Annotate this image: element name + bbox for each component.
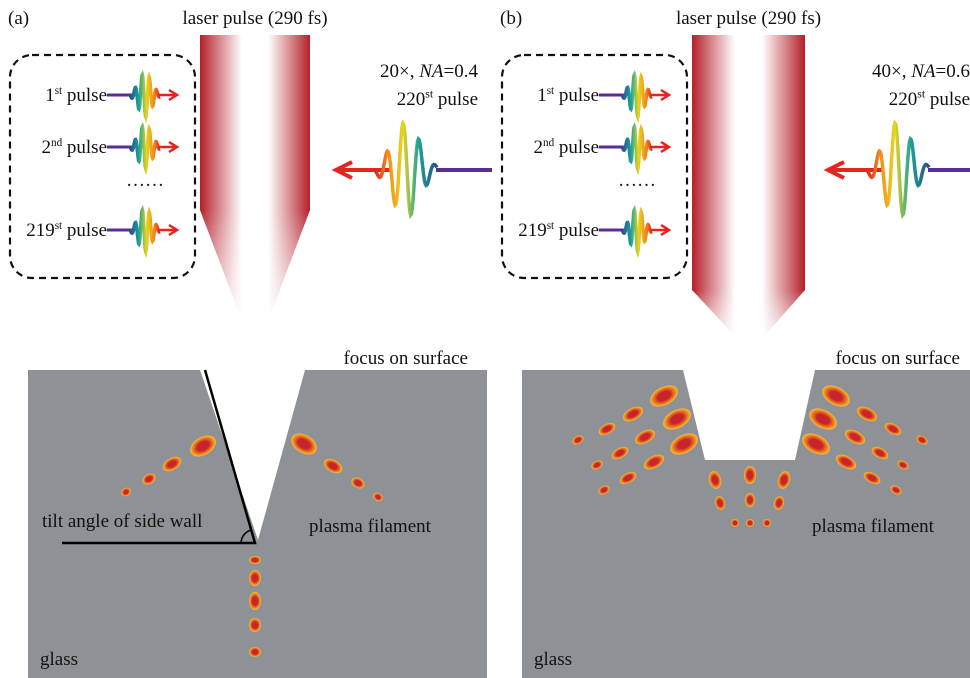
label: 1st pulse	[45, 85, 107, 106]
plasma-spot	[249, 647, 261, 657]
rest: pulse	[62, 220, 107, 241]
pulse-arrow	[158, 90, 177, 100]
label: 219st pulse	[26, 220, 107, 241]
ellipsis: ……	[618, 170, 656, 191]
tilt-label: tilt angle of side wall	[42, 511, 202, 532]
panel: (b) laser pulse (290 fs) 1st pulse 2nd puls…	[500, 8, 970, 678]
sup: nd	[543, 137, 555, 149]
wave	[622, 210, 652, 252]
laser-beam	[692, 35, 805, 290]
num: 219	[518, 220, 547, 241]
wave	[867, 123, 929, 215]
pulse-arrow	[650, 225, 669, 235]
wave	[130, 210, 160, 252]
filament-label: plasma filament	[309, 516, 432, 537]
focus-label: focus on surface	[835, 348, 960, 369]
laser-beam	[200, 35, 310, 210]
diagram: (a)laser pulse (290 fs)1st pulse2nd puls…	[0, 0, 970, 678]
na: NA	[910, 61, 936, 82]
pulse-arrow	[650, 142, 669, 152]
panel-label: (a)	[8, 8, 29, 29]
plasma-spot	[249, 618, 261, 632]
rest: pulse	[554, 220, 599, 241]
focus-label: focus on surface	[343, 348, 468, 369]
na-value: =0.4	[444, 61, 479, 82]
label: 219st pulse	[518, 220, 599, 241]
num: 2	[41, 137, 51, 158]
num: 220	[397, 89, 426, 110]
plasma-spot	[249, 570, 261, 586]
wave	[622, 127, 652, 169]
label: 220st pulse	[397, 87, 478, 110]
na-value: =0.6	[936, 61, 970, 82]
panel-label: (b)	[500, 8, 522, 29]
pulse-arrow	[650, 90, 669, 100]
laser-cone-fade	[692, 290, 805, 352]
num: 1	[537, 85, 547, 106]
plasma-spot	[249, 592, 261, 610]
page: {"panels": [ {"label": "(a)", "laser": "…	[0, 0, 970, 678]
rest: pulse	[62, 137, 107, 158]
laser-cone-fade	[200, 210, 310, 355]
label: 220st pulse	[889, 87, 970, 110]
plasma-spot	[745, 493, 755, 507]
sup: nd	[51, 137, 63, 149]
panel: (a) laser pulse (290 fs) 1st pulse 2nd puls…	[8, 8, 492, 678]
material-label: glass	[40, 649, 78, 670]
rest: pulse	[62, 85, 107, 106]
na: NA	[418, 61, 444, 82]
label: 2nd pulse	[41, 137, 107, 158]
magnification: 20×,	[380, 61, 419, 82]
num: 220	[889, 89, 918, 110]
plasma-spot	[744, 466, 756, 484]
wave	[622, 75, 652, 117]
rest: pulse	[433, 89, 478, 110]
groove	[683, 370, 815, 460]
label: 2nd pulse	[533, 137, 599, 158]
wave	[375, 123, 437, 215]
num: 1	[45, 85, 55, 106]
rest: pulse	[925, 89, 970, 110]
rest: pulse	[554, 137, 599, 158]
laser-label: laser pulse (290 fs)	[676, 8, 821, 29]
ellipsis: ……	[126, 170, 164, 191]
material-label: glass	[534, 649, 572, 670]
plasma-spot	[249, 556, 261, 564]
wave	[130, 127, 160, 169]
rest: pulse	[554, 85, 599, 106]
pulse-arrow	[158, 142, 177, 152]
pulse-arrow	[158, 225, 177, 235]
plasma-spot	[746, 519, 754, 527]
wave	[130, 75, 160, 117]
label: 1st pulse	[537, 85, 599, 106]
objective: 20×, NA=0.4	[380, 61, 478, 82]
objective: 40×, NA=0.6	[872, 61, 970, 82]
filament-label: plasma filament	[812, 516, 935, 537]
magnification: 40×,	[872, 61, 911, 82]
num: 2	[533, 137, 543, 158]
laser-label: laser pulse (290 fs)	[182, 8, 327, 29]
num: 219	[26, 220, 55, 241]
